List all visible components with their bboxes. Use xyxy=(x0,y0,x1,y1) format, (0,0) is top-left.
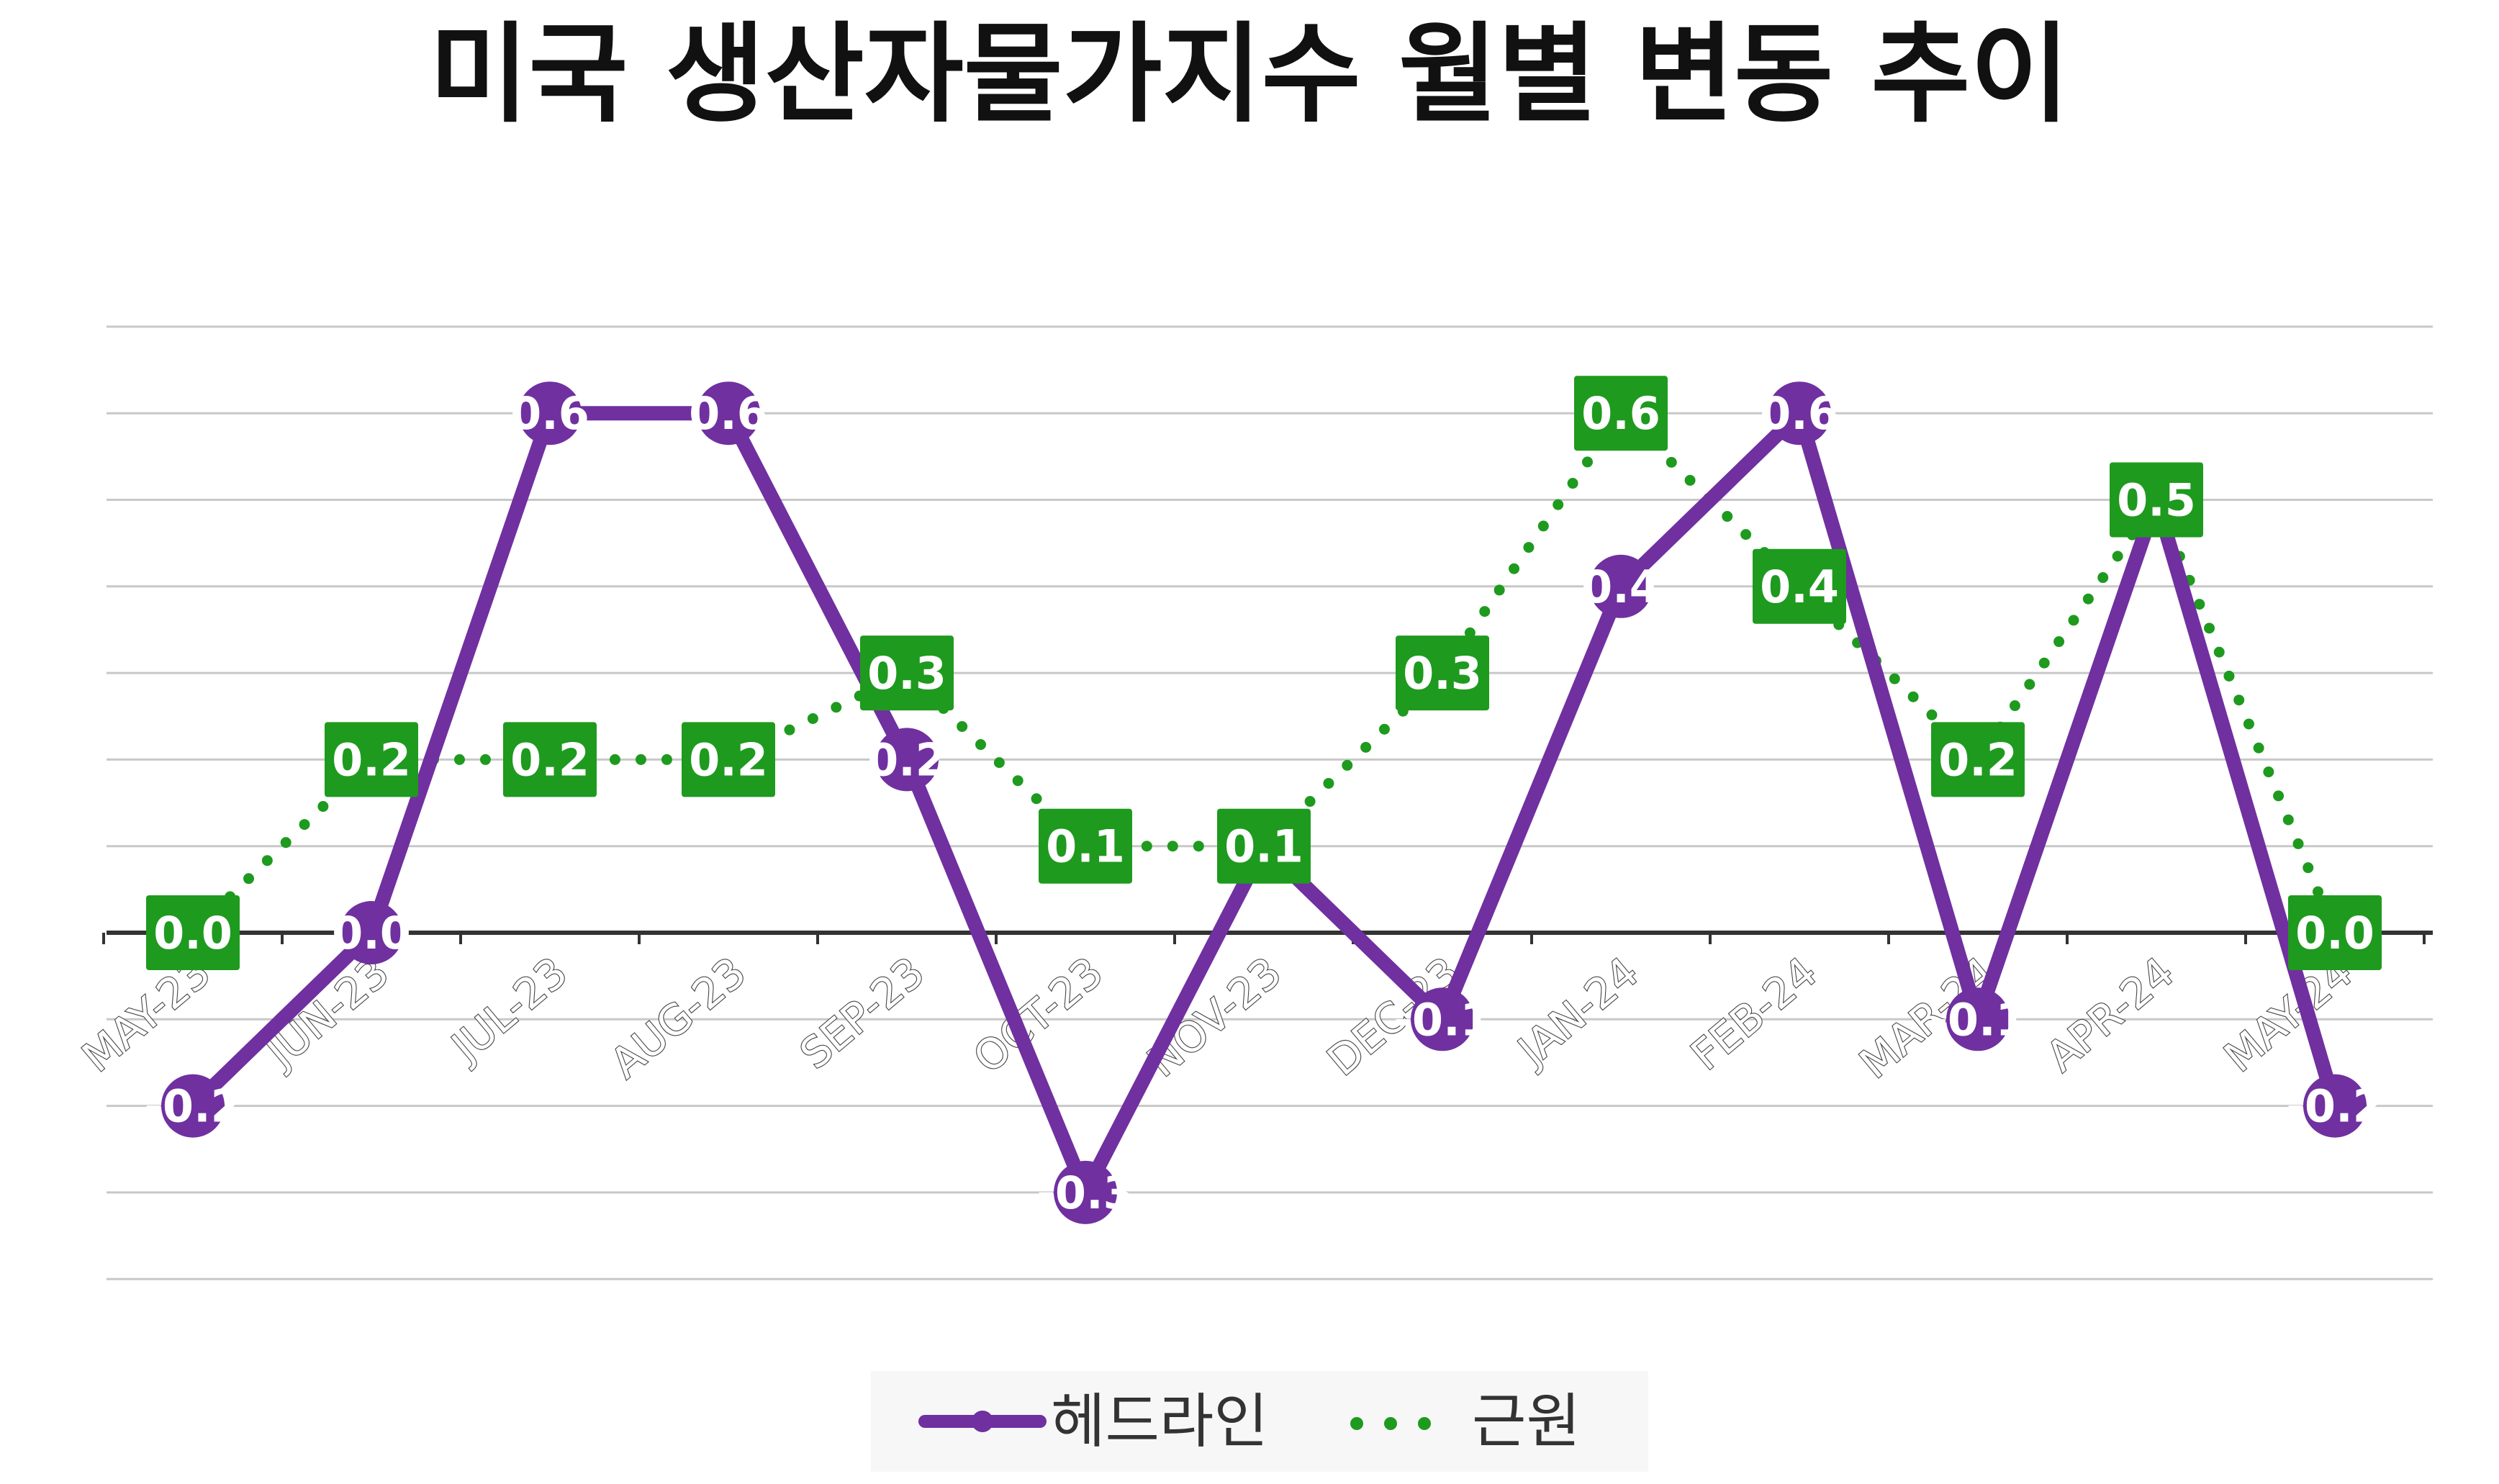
core-data-label: 0.0 xyxy=(153,907,232,959)
headline-data-label: -0.1 xyxy=(1929,993,2027,1046)
core-data-label-box xyxy=(1039,808,1132,884)
headline-data-label: -0.2 xyxy=(144,1080,242,1133)
core-data-label: 0.2 xyxy=(332,733,411,786)
x-tick-label: NOV-23 xyxy=(1139,948,1291,1087)
headline-point xyxy=(697,381,760,445)
core-data-label: 0.1 xyxy=(1224,820,1303,873)
core-data-label: 0.1 xyxy=(1046,820,1125,873)
core-data-label-box xyxy=(2288,895,2382,970)
core-data-label-box xyxy=(2110,462,2203,538)
core-data-label-box xyxy=(860,635,954,711)
headline-data-label: -0.1 xyxy=(1393,993,1491,1046)
core-data-label: 0.0 xyxy=(2295,907,2374,959)
headline-point xyxy=(1411,987,1474,1051)
core-data-label-box xyxy=(503,722,597,797)
headline-point xyxy=(875,728,939,792)
headline-series-line xyxy=(186,406,2342,1200)
core-data-label-box xyxy=(682,722,775,797)
headline-data-label: 0.0 xyxy=(332,907,411,959)
headline-data-label: 0.6 xyxy=(510,387,589,440)
legend: 헤드라인 근원 xyxy=(871,1371,1648,1472)
core-data-label: 0.2 xyxy=(510,733,589,786)
headline-data-label: 0.6 xyxy=(689,387,768,440)
headline-data-label: -0.3 xyxy=(1036,1167,1134,1219)
legend-swatch-core-dot-2 xyxy=(1384,1417,1397,1430)
core-data-label: 0.4 xyxy=(1760,561,1839,613)
headline-point xyxy=(2303,1074,2367,1138)
x-tick-label: SEP-23 xyxy=(791,948,934,1079)
headline-data-label: 0.4 xyxy=(1581,561,1660,613)
x-tick-label: APR-24 xyxy=(2037,948,2183,1081)
headline-data-label: 0.2 xyxy=(867,733,946,786)
core-data-label: 0.3 xyxy=(867,647,946,700)
series-headline xyxy=(161,381,2367,1224)
core-data-label-box xyxy=(1931,722,2025,797)
core-data-label: 0.6 xyxy=(1581,387,1660,440)
core-data-label-box xyxy=(1217,808,1311,884)
data-labels: -0.2 0.0 0.6 0.6 0.2 -0.3 0.1 -0.1 0.4 0.6 -0.1 0.5… xyxy=(144,376,2384,1219)
x-tick-label: JAN-24 xyxy=(1507,948,1648,1077)
headline-point xyxy=(340,901,403,964)
x-tick-label: AUG-23 xyxy=(601,948,755,1088)
x-tick-label: JUL-23 xyxy=(441,948,577,1072)
headline-point xyxy=(1054,1160,1117,1224)
chart-title: 미국 생산자물가지수 월별 변동 추이 xyxy=(430,12,2070,137)
headline-point xyxy=(518,381,582,445)
core-data-label: 0.2 xyxy=(689,733,768,786)
core-data-label-box xyxy=(1574,376,1668,451)
legend-swatch-core-dot-3 xyxy=(1418,1417,1431,1430)
legend-swatch-core-dot-1 xyxy=(1350,1417,1363,1430)
legend-label-core: 근원 xyxy=(1472,1388,1581,1456)
core-data-label-box xyxy=(325,722,418,797)
headline-point xyxy=(1768,381,1831,445)
legend-marker-headline xyxy=(972,1411,993,1432)
headline-data-label: 0.6 xyxy=(1760,387,1839,440)
core-data-label: 0.3 xyxy=(1403,647,1482,700)
legend-label-headline: 헤드라인 xyxy=(1051,1388,1268,1456)
core-data-label: 0.5 xyxy=(2117,474,2196,527)
core-data-label: 0.2 xyxy=(1938,733,2017,786)
headline-point xyxy=(161,1074,225,1138)
core-data-label-box xyxy=(1753,548,1846,624)
gridlines xyxy=(102,325,2433,1280)
x-tick-label: FEB-24 xyxy=(1682,948,1826,1080)
headline-point xyxy=(1946,987,2010,1051)
headline-point xyxy=(1589,554,1653,618)
core-data-label-box xyxy=(1396,635,1489,711)
headline-data-label: -0.2 xyxy=(2286,1080,2384,1133)
core-data-label-box xyxy=(146,895,240,970)
